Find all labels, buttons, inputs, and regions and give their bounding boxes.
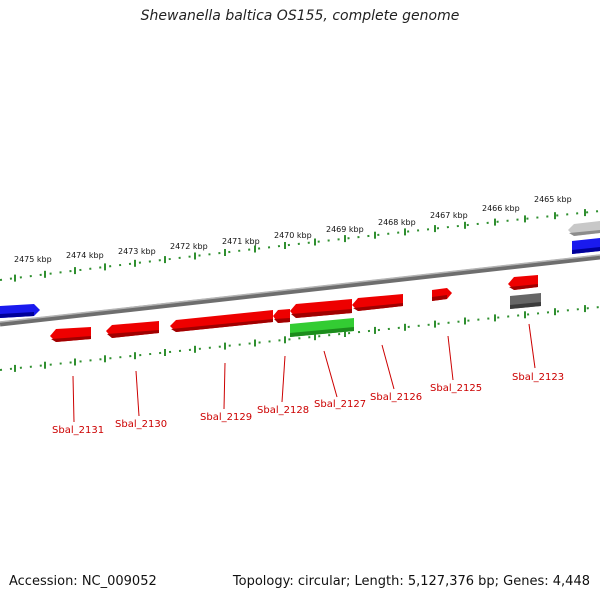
accession-text: Accession: NC_009052: [9, 574, 157, 589]
gene-red-2125[interactable]: [432, 288, 452, 301]
upper-ruler: [0, 209, 600, 282]
reverse-genes: [50, 293, 541, 342]
kbp-label-2473: 2473 kbp: [118, 247, 156, 256]
gene-label-2131: Sbal_2131: [52, 425, 104, 436]
gene-label-2123: Sbal_2123: [512, 372, 564, 383]
gene-green-2127[interactable]: [290, 318, 354, 337]
gene-red-2130[interactable]: [106, 321, 159, 338]
kbp-label-2471: 2471 kbp: [222, 237, 260, 246]
gene-label-2125: Sbal_2125: [430, 383, 482, 394]
gene-red-2131[interactable]: [50, 327, 91, 342]
genome-summary-text: Topology: circular; Length: 5,127,376 bp…: [232, 574, 590, 589]
kbp-label-2469: 2469 kbp: [326, 225, 364, 234]
gene-label-2126: Sbal_2126: [370, 392, 422, 403]
kbp-label-2468: 2468 kbp: [378, 218, 416, 227]
gene-label-2129: Sbal_2129: [200, 412, 252, 423]
lower-ruler-line: [0, 306, 600, 371]
gene-blue-left[interactable]: [0, 304, 40, 318]
gene-lightgray-right[interactable]: [568, 221, 600, 236]
kbp-label-2472: 2472 kbp: [170, 242, 208, 251]
label-leaders: [72, 323, 536, 423]
genome-backbone: [0, 254, 600, 327]
upper-ruler-line: [0, 210, 600, 281]
kbp-label-2467: 2467 kbp: [430, 211, 468, 220]
gene-label-2127: Sbal_2127: [314, 399, 366, 410]
kbp-label-2474: 2474 kbp: [66, 251, 104, 260]
gene-blue-right[interactable]: [572, 238, 600, 254]
kbp-label-2465: 2465 kbp: [534, 195, 572, 204]
forward-genes: [0, 221, 600, 323]
gene-red-2128[interactable]: [273, 309, 290, 323]
gene-red-2126[interactable]: [352, 294, 403, 311]
upper-ruler-ticks: [14, 209, 586, 282]
lower-ruler-ticks: [14, 305, 586, 372]
kbp-label-2466: 2466 kbp: [482, 204, 520, 213]
gene-label-2128: Sbal_2128: [257, 405, 309, 416]
gene-red-2129[interactable]: [170, 310, 273, 332]
map-title: Shewanella baltica OS155, complete genom…: [140, 8, 460, 24]
lower-ruler: [0, 305, 600, 372]
gene-red-2127-top[interactable]: [290, 299, 352, 318]
kbp-label-2475: 2475 kbp: [14, 255, 52, 264]
gene-labels: Sbal_2131 Sbal_2130 Sbal_2129 Sbal_2128 …: [52, 372, 564, 436]
kbp-label-2470: 2470 kbp: [274, 231, 312, 240]
gene-gray-2124[interactable]: [510, 293, 541, 309]
gene-label-2130: Sbal_2130: [115, 419, 167, 430]
gene-red-2123[interactable]: [508, 275, 538, 290]
kbp-labels: 2475 kbp 2474 kbp 2473 kbp 2472 kbp 2471…: [14, 195, 572, 264]
